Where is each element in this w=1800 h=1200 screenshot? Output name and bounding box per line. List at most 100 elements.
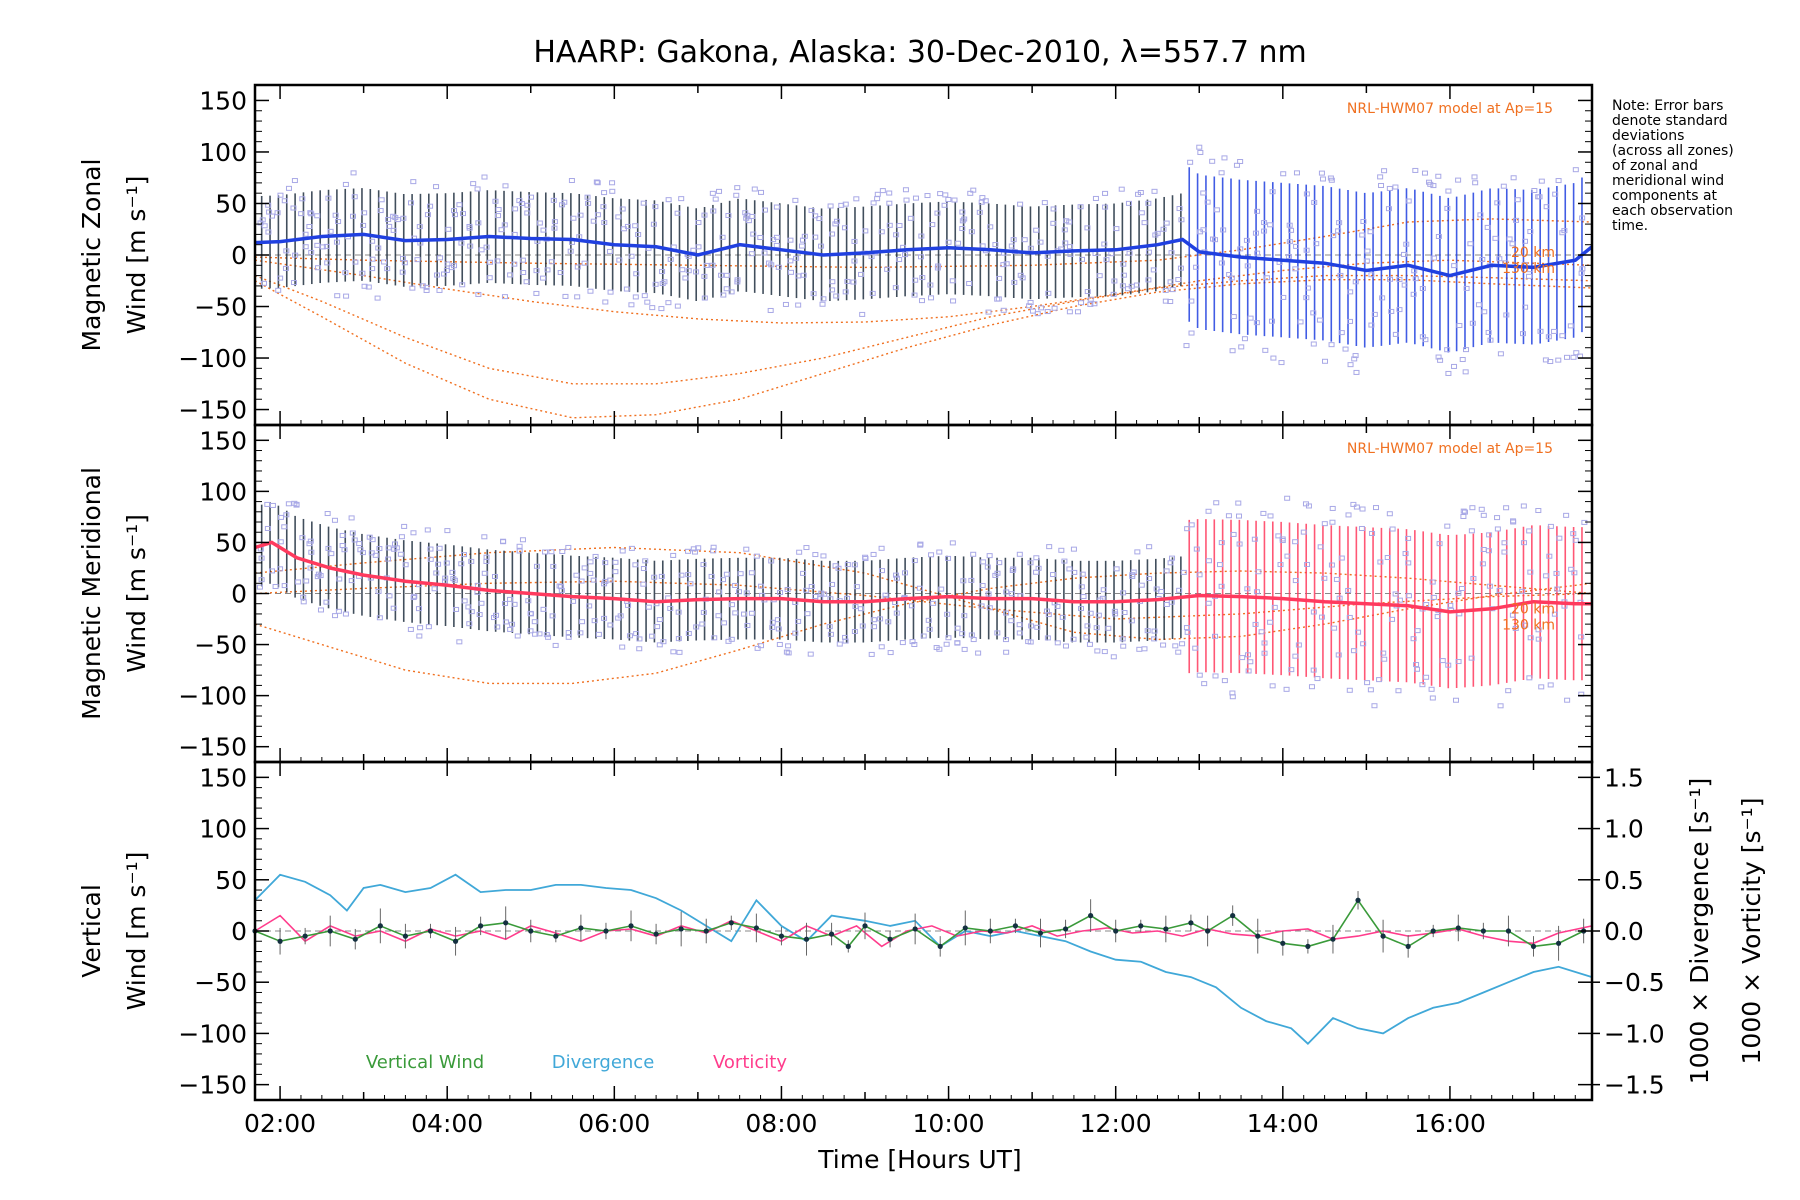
- scatter-point: [258, 555, 265, 561]
- scatter-point: [1112, 611, 1119, 617]
- scatter-point: [400, 215, 407, 221]
- scatter-point: [615, 214, 622, 220]
- scatter-point: [1503, 505, 1510, 511]
- scatter-point: [701, 273, 708, 279]
- scatter-point: [1111, 278, 1118, 284]
- scatter-point: [1244, 652, 1251, 658]
- scatter-point: [433, 272, 440, 278]
- scatter-point: [887, 650, 894, 656]
- scatter-point: [1360, 641, 1367, 647]
- scatter-point: [1044, 309, 1051, 315]
- scatter-point: [584, 194, 591, 200]
- scatter-point: [272, 584, 279, 590]
- scatter-point: [1579, 266, 1586, 272]
- y-tick-label: −150: [178, 1071, 247, 1100]
- scatter-point: [1347, 318, 1354, 324]
- scatter-point: [628, 253, 635, 259]
- scatter-point: [427, 546, 434, 552]
- scatter-point: [836, 641, 843, 647]
- scatter-point: [787, 237, 794, 243]
- scatter-point: [1163, 601, 1170, 607]
- scatter-point: [1192, 645, 1199, 651]
- scatter-point: [967, 190, 974, 196]
- scatter-point: [1176, 587, 1183, 593]
- scatter-point: [1497, 351, 1504, 357]
- scatter-point: [628, 545, 635, 551]
- scatter-point: [810, 291, 817, 297]
- scatter-point: [1313, 241, 1320, 247]
- scatter-point: [1472, 180, 1479, 186]
- scatter-point: [625, 602, 632, 608]
- vertical-wind-point: [1555, 940, 1562, 946]
- scatter-point: [1008, 591, 1015, 597]
- scatter-point: [978, 603, 985, 609]
- scatter-point: [676, 649, 683, 655]
- scatter-point: [838, 202, 845, 208]
- scatter-point: [1331, 625, 1338, 631]
- scatter-point: [376, 546, 383, 552]
- scatter-point: [1396, 277, 1403, 283]
- scatter-point: [832, 221, 839, 227]
- scatter-point: [361, 210, 368, 216]
- scatter-point: [606, 248, 613, 254]
- scatter-point: [1271, 604, 1278, 610]
- scatter-point: [1003, 261, 1010, 267]
- scatter-point: [1377, 559, 1384, 565]
- scatter-point: [942, 192, 949, 198]
- scatter-point: [486, 275, 493, 281]
- scatter-point: [1051, 305, 1058, 311]
- scatter-point: [1066, 566, 1073, 572]
- scatter-point: [415, 606, 422, 612]
- scatter-point: [654, 624, 661, 630]
- scatter-point: [275, 287, 282, 293]
- scatter-point: [1136, 646, 1143, 652]
- scatter-point: [1392, 591, 1399, 597]
- scatter-point: [1487, 337, 1494, 343]
- scatter-point: [878, 545, 885, 551]
- vertical-wind-point: [887, 936, 893, 942]
- scatter-point: [593, 179, 600, 185]
- scatter-point: [773, 242, 780, 248]
- scatter-point: [1494, 515, 1501, 521]
- scatter-point: [959, 631, 966, 637]
- scatter-point: [1200, 227, 1207, 233]
- scatter-point: [1213, 500, 1220, 506]
- scatter-point: [1061, 558, 1068, 564]
- scatter-point: [1328, 342, 1335, 348]
- scatter-point: [323, 599, 330, 605]
- model-curve: [254, 279, 1593, 419]
- scatter-point: [829, 279, 836, 285]
- scatter-point: [803, 587, 810, 593]
- scatter-point: [635, 232, 642, 238]
- scatter-point: [349, 213, 356, 219]
- scatter-point: [577, 212, 584, 218]
- scatter-point: [416, 633, 423, 639]
- scatter-point: [1280, 171, 1287, 177]
- scatter-point: [1034, 311, 1041, 317]
- scatter-point: [1570, 354, 1577, 360]
- scatter-point: [743, 590, 750, 596]
- scatter-point: [808, 584, 815, 590]
- scatter-point: [1526, 528, 1533, 534]
- scatter-point: [481, 174, 488, 180]
- scatter-point: [1300, 529, 1307, 535]
- scatter-point: [1103, 257, 1110, 263]
- scatter-point: [615, 615, 622, 621]
- scatter-point: [531, 619, 538, 625]
- y-axis-label-line1: Vertical: [77, 884, 106, 978]
- scatter-point: [1512, 625, 1519, 631]
- scatter-point: [507, 626, 514, 632]
- scatter-point: [917, 542, 924, 548]
- scatter-point: [769, 624, 776, 630]
- scatter-point: [333, 239, 340, 245]
- scatter-point: [1570, 531, 1577, 537]
- scatter-point: [1261, 228, 1268, 234]
- scatter-point: [1460, 513, 1467, 519]
- scatter-point: [758, 189, 765, 195]
- scatter-point: [829, 231, 836, 237]
- scatter-point: [1367, 229, 1374, 235]
- scatter-point: [374, 295, 381, 301]
- scatter-point: [893, 572, 900, 578]
- scatter-point: [1213, 207, 1220, 213]
